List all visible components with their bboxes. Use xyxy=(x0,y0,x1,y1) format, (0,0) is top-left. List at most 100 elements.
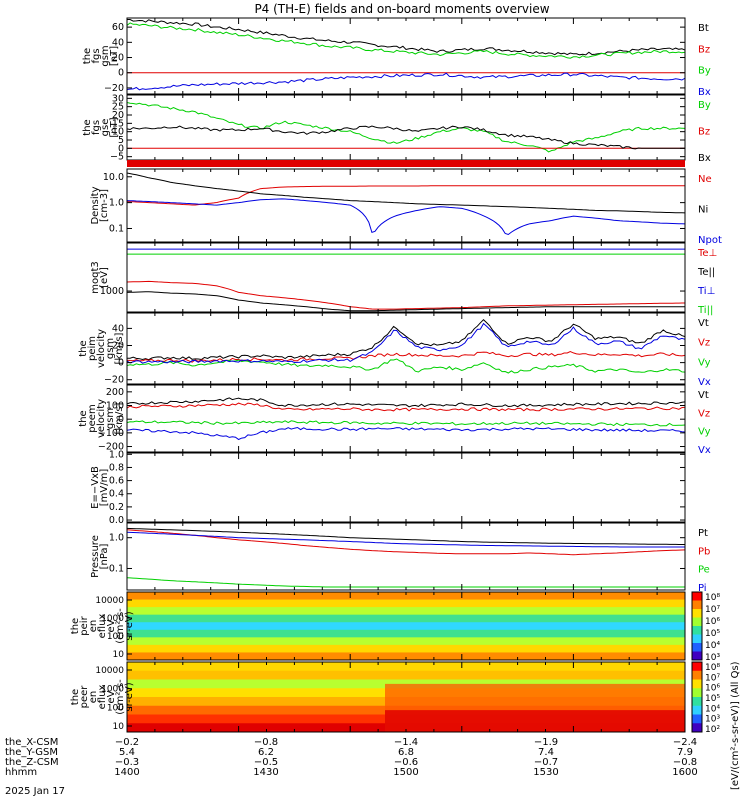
colorbar-1: 10⁸ 10⁷ 10⁶ 10⁵ 10⁴ 10³ xyxy=(691,591,720,663)
x-axis-value: −0.5 xyxy=(254,757,278,768)
legend-Te⊥: Te⊥ xyxy=(697,248,717,259)
x-axis-value: −0.7 xyxy=(534,757,558,768)
colorbar-tick-label: 10⁷ xyxy=(705,673,720,683)
y-tick-label: 1.0 xyxy=(109,533,124,544)
y-tick-label: 20 xyxy=(112,341,124,352)
colorbar-swatch xyxy=(692,723,702,733)
series-line-By xyxy=(126,22,686,59)
y-tick-label: 200 xyxy=(106,387,124,398)
legend-Ne: Ne xyxy=(698,174,712,185)
y-axis-label-line: [mV/m] xyxy=(99,469,110,507)
x-axis-table: the_X-CSM −0.2 −0.8 −1.4 −1.9 −2.4 the_Y-GSM 5.… xyxy=(5,737,698,778)
series-line-Vx xyxy=(126,322,686,364)
panel-3: Ne Ni Npot 10.0 1.0 0.1 Density[cm-3] xyxy=(90,168,722,246)
x-axis-value: 1400 xyxy=(114,767,139,778)
y-axis-label-line: (cm²-s- xyxy=(115,679,126,715)
x-axis-row-label: hhmm xyxy=(5,767,37,778)
colorbar-swatch xyxy=(692,714,702,724)
y-tick-label: 0.0 xyxy=(109,515,124,526)
series-line-Pt xyxy=(126,527,685,545)
y-tick-label: 1.0 xyxy=(109,198,124,209)
y-tick-label: 0 xyxy=(118,143,124,154)
colorbar-swatch xyxy=(692,688,702,698)
series-line-Vy xyxy=(126,420,686,427)
x-axis-value: 7.9 xyxy=(677,747,693,758)
colorbar-label: [eV/(cm²-s-sr-eV)] (All Qs) xyxy=(730,661,741,790)
series-line-Pb xyxy=(126,529,686,556)
y-tick-label: 0.6 xyxy=(109,476,124,487)
heatmap-core-region xyxy=(385,710,685,732)
x-axis-value: −2.4 xyxy=(673,737,697,748)
colorbar-swatch xyxy=(692,679,702,689)
legend-Bz: Bz xyxy=(698,44,710,55)
colorbar-tick-label: 10⁶ xyxy=(705,617,720,627)
legend-Ni: Ni xyxy=(698,205,708,216)
y-axis-label-line: gsm xyxy=(100,45,111,66)
series-line-Vz xyxy=(126,351,686,363)
series-line-By xyxy=(126,102,686,153)
series-line-Ni xyxy=(126,172,686,214)
series-line-Vt xyxy=(127,319,686,361)
x-axis-value: −0.8 xyxy=(254,737,278,748)
y-axis-label-line: moqt3 xyxy=(90,261,101,294)
panel-8: Pt Pb Pe Pi 1.0 0.1 Pressure[nPa] xyxy=(90,522,710,594)
x-axis-value: 1600 xyxy=(672,767,697,778)
x-axis-value: −0.3 xyxy=(115,757,139,768)
colorbar-tick-label: 10⁵ xyxy=(705,694,720,704)
legend-Vt: Vt xyxy=(698,318,709,329)
panel-frame xyxy=(126,591,686,661)
y-axis-label-line: [cm-3] xyxy=(99,189,110,222)
y-tick-label: 100 xyxy=(107,703,124,713)
y-axis-label-line: en xyxy=(88,691,99,704)
panel-9: 10000 1000 100 10 thepeirenefluxeV(cm²-s-sr-… xyxy=(70,591,686,661)
panel-frame xyxy=(126,661,686,733)
legend-Vy: Vy xyxy=(698,357,711,368)
x-axis-value: 1500 xyxy=(393,767,418,778)
panel-frame xyxy=(126,168,686,243)
y-axis-label-line: the xyxy=(70,689,81,705)
series-line-Bx xyxy=(126,72,686,91)
y-tick-label: 10.0 xyxy=(103,172,124,183)
y-tick-label: 30 xyxy=(112,93,124,104)
legend-Bx: Bx xyxy=(698,153,711,164)
y-tick-label: 1000 xyxy=(100,286,124,297)
legend-Vz: Vz xyxy=(698,338,710,349)
panel-frame xyxy=(126,94,686,161)
y-tick-label: −5 xyxy=(110,152,124,163)
panel-frame xyxy=(126,452,686,523)
heatmap-band xyxy=(127,629,685,638)
colorbar-swatch xyxy=(692,592,702,601)
x-axis-value: −0.8 xyxy=(673,757,697,768)
heatmap-band xyxy=(127,614,685,623)
legend-Vz: Vz xyxy=(698,408,710,419)
y-axis-label-line: the xyxy=(78,340,89,356)
y-axis-label-line: the xyxy=(82,119,93,135)
y-tick-label: 10000 xyxy=(95,596,124,606)
separator-bar xyxy=(127,160,685,167)
heatmap-band xyxy=(127,662,685,672)
figure-title: P4 (TH-E) fields and on-board moments ov… xyxy=(254,2,549,16)
x-axis-value: −1.9 xyxy=(534,737,558,748)
series-line-Te|| xyxy=(126,291,685,312)
x-axis-value: −0.2 xyxy=(115,737,139,748)
series-line-Vz xyxy=(126,402,686,412)
y-axis-label-line: sr-eV) xyxy=(124,611,135,640)
colorbar-swatch xyxy=(692,705,702,715)
colorbar-swatch xyxy=(692,643,702,652)
y-axis-label-line: (cm²-s- xyxy=(115,608,126,644)
y-axis-label-line: gse xyxy=(100,119,111,137)
y-tick-label: −100 xyxy=(98,428,124,439)
y-axis-label-line: velocity xyxy=(96,329,107,368)
y-axis-label-line: eV xyxy=(106,619,117,632)
legend-Ti||: Ti|| xyxy=(697,305,713,316)
y-tick-label: 100 xyxy=(106,401,124,412)
legend-Bz: Bz xyxy=(698,127,710,138)
colorbar-tick-label: 10⁷ xyxy=(705,605,720,615)
colorbar-tick-label: 10³ xyxy=(705,653,720,663)
legend-Pe: Pe xyxy=(698,565,710,576)
panel-frame xyxy=(126,312,686,385)
